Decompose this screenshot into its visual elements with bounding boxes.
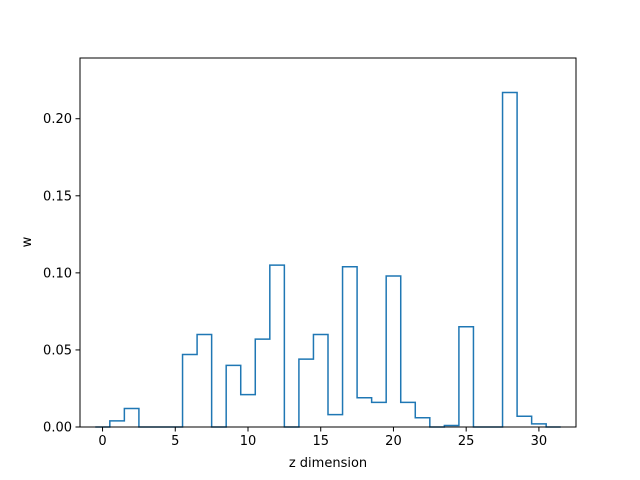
x-axis-label: z dimension xyxy=(289,456,367,471)
plot-area xyxy=(95,91,561,428)
y-axis-label: w xyxy=(20,236,35,247)
x-tick-label: 20 xyxy=(385,434,402,449)
y-tick-label: 0.15 xyxy=(43,189,72,204)
y-tick-label: 0.20 xyxy=(43,112,72,127)
x-tick-label: 0 xyxy=(98,434,106,449)
y-tick-label: 0.00 xyxy=(43,421,72,436)
axes: 0 5 10 15 20 25 30 0.00 0.05 0.10 0.15 0.20 xyxy=(43,57,577,449)
plot-frame xyxy=(79,57,577,428)
x-tick-label: 25 xyxy=(458,434,475,449)
step-series-0 xyxy=(95,91,561,428)
x-tick-label: 10 xyxy=(240,434,257,449)
x-tick-label: 5 xyxy=(171,434,179,449)
x-tick-label: 30 xyxy=(531,434,548,449)
x-tick-label: 15 xyxy=(312,434,329,449)
y-tick-label: 0.05 xyxy=(43,343,72,358)
y-tick-label: 0.10 xyxy=(43,266,72,281)
